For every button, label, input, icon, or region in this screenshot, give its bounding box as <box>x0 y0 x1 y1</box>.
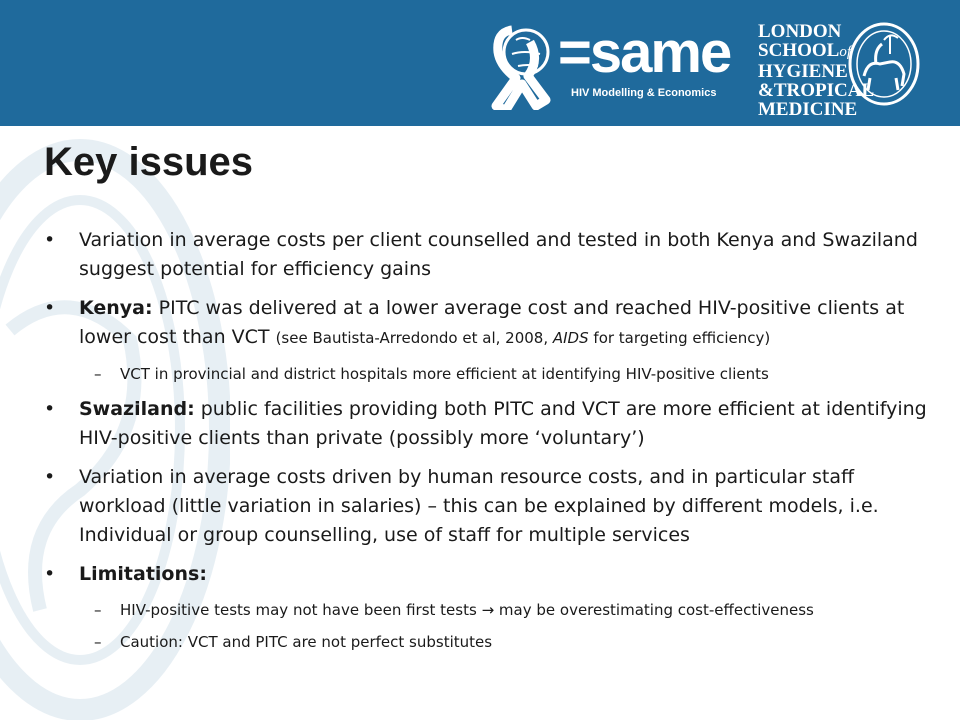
bullet-efficiency-gains: • Variation in average costs per client … <box>44 226 934 284</box>
arrow-right-icon: → <box>481 601 495 619</box>
sub-bullet-kenya-hospitals: – VCT in provincial and district hospita… <box>94 365 769 383</box>
bullet-swaziland: • Swaziland: public facilities providing… <box>44 395 934 453</box>
bullet-marker: • <box>44 563 56 585</box>
bullet-list: • Variation in average costs per client … <box>44 226 934 663</box>
bullet-kenya: • Kenya: PITC was delivered at a lower a… <box>44 294 934 353</box>
slide-title: Key issues <box>44 140 254 184</box>
bullet-marker: • <box>44 297 56 319</box>
dash-marker: – <box>94 633 102 651</box>
bullet-marker: • <box>44 466 56 488</box>
bullet-hr-costs: • Variation in average costs driven by h… <box>44 463 934 550</box>
ribbon-globe-icon <box>491 25 551 110</box>
crest-watermark-icon <box>0 139 230 720</box>
brand-tagline: HIV Modelling & Economics <box>571 87 717 99</box>
lshtm-wordmark: LONDON SCHOOLof HYGIENE &TROPICAL MEDICI… <box>758 21 875 120</box>
brand-wordmark: =same <box>558 20 732 85</box>
bullet-marker: • <box>44 398 56 420</box>
dash-marker: – <box>94 365 102 383</box>
citation-note: (see Bautista-Arredondo et al, 2008, AID… <box>275 329 771 347</box>
dash-marker: – <box>94 601 102 619</box>
sub-bullet-first-tests: – HIV-positive tests may not have been f… <box>94 601 814 619</box>
bullet-limitations: • Limitations: <box>44 560 934 589</box>
sub-bullet-substitutes: – Caution: VCT and PITC are not perfect … <box>94 633 493 651</box>
lshtm-crest-icon <box>848 22 920 106</box>
bullet-marker: • <box>44 229 56 251</box>
header-banner: =same HIV Modelling & Economics LONDON S… <box>0 0 960 126</box>
